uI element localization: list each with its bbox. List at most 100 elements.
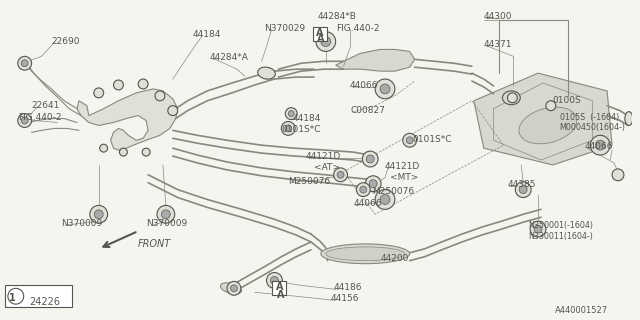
- Circle shape: [406, 137, 413, 144]
- Circle shape: [590, 135, 610, 155]
- Text: 44184: 44184: [292, 114, 321, 123]
- Circle shape: [285, 108, 297, 120]
- Circle shape: [157, 205, 175, 223]
- Text: <MT>: <MT>: [390, 173, 419, 182]
- Text: A440001527: A440001527: [555, 306, 608, 315]
- Circle shape: [365, 176, 381, 192]
- Circle shape: [366, 155, 374, 163]
- Text: A: A: [316, 28, 324, 38]
- Circle shape: [18, 114, 31, 127]
- Circle shape: [321, 36, 331, 46]
- Circle shape: [90, 205, 108, 223]
- Text: M250076: M250076: [288, 177, 330, 186]
- Circle shape: [369, 180, 377, 188]
- Text: 22690: 22690: [51, 36, 80, 45]
- FancyBboxPatch shape: [273, 281, 286, 295]
- Circle shape: [266, 273, 282, 288]
- Text: 1: 1: [8, 293, 15, 303]
- Circle shape: [360, 186, 367, 193]
- Text: 0100S: 0100S: [553, 96, 582, 105]
- Ellipse shape: [220, 283, 241, 294]
- Circle shape: [142, 148, 150, 156]
- Text: 44284*A: 44284*A: [209, 53, 248, 62]
- Text: N330011(1604-): N330011(1604-): [528, 232, 593, 241]
- Text: <AT>: <AT>: [314, 163, 340, 172]
- Text: M000450(1604-): M000450(1604-): [560, 124, 626, 132]
- Ellipse shape: [502, 91, 520, 105]
- Circle shape: [337, 171, 344, 178]
- Text: FIG.440-2: FIG.440-2: [18, 113, 61, 122]
- Text: A: A: [276, 290, 284, 300]
- Circle shape: [285, 125, 292, 132]
- Text: 44066: 44066: [353, 199, 382, 209]
- Text: 0101S*C: 0101S*C: [413, 135, 452, 144]
- Ellipse shape: [326, 247, 404, 261]
- Text: 0105S  (-1604): 0105S (-1604): [560, 113, 619, 122]
- Ellipse shape: [519, 107, 577, 144]
- Text: 44066: 44066: [349, 81, 378, 90]
- Ellipse shape: [625, 112, 633, 125]
- Text: C00827: C00827: [351, 106, 385, 115]
- Circle shape: [380, 84, 390, 94]
- Text: 44371: 44371: [484, 40, 512, 49]
- Circle shape: [534, 225, 542, 233]
- Ellipse shape: [258, 67, 275, 79]
- Circle shape: [403, 133, 417, 147]
- Text: N370009: N370009: [146, 219, 188, 228]
- Circle shape: [546, 101, 556, 111]
- Circle shape: [375, 79, 395, 99]
- Text: N370029: N370029: [264, 24, 306, 33]
- Circle shape: [515, 182, 531, 197]
- Text: 44385: 44385: [508, 180, 536, 189]
- Circle shape: [161, 210, 170, 219]
- Text: 44066: 44066: [584, 142, 613, 151]
- Text: 44300: 44300: [484, 12, 512, 21]
- Circle shape: [288, 111, 294, 116]
- FancyBboxPatch shape: [313, 27, 327, 41]
- Text: 44156: 44156: [331, 294, 359, 303]
- Polygon shape: [77, 89, 178, 150]
- Text: 22641: 22641: [31, 101, 60, 110]
- Text: FRONT: FRONT: [138, 239, 172, 249]
- Polygon shape: [335, 49, 415, 71]
- Circle shape: [8, 288, 24, 304]
- Text: N350001(-1604): N350001(-1604): [528, 221, 593, 230]
- Circle shape: [356, 183, 370, 196]
- Circle shape: [282, 122, 295, 135]
- Circle shape: [168, 106, 178, 116]
- Circle shape: [595, 140, 605, 150]
- Text: 44184: 44184: [193, 30, 221, 39]
- Circle shape: [94, 88, 104, 98]
- Circle shape: [155, 91, 165, 101]
- Circle shape: [333, 168, 348, 182]
- Circle shape: [227, 281, 241, 295]
- Circle shape: [375, 190, 395, 209]
- Circle shape: [530, 221, 546, 237]
- Circle shape: [316, 32, 335, 52]
- Text: FIG.440-2: FIG.440-2: [335, 24, 379, 33]
- Text: 44186: 44186: [333, 284, 362, 292]
- Text: 44121D: 44121D: [306, 152, 341, 161]
- Polygon shape: [474, 73, 612, 165]
- Text: 44200: 44200: [380, 254, 408, 263]
- Text: 44121D: 44121D: [385, 162, 420, 171]
- Circle shape: [508, 93, 517, 103]
- Text: N370009: N370009: [61, 219, 102, 228]
- Circle shape: [612, 169, 624, 181]
- Circle shape: [21, 117, 28, 124]
- Circle shape: [519, 186, 527, 194]
- Circle shape: [138, 79, 148, 89]
- Circle shape: [362, 151, 378, 167]
- Circle shape: [120, 148, 127, 156]
- Text: A: A: [317, 34, 324, 44]
- Circle shape: [18, 56, 31, 70]
- Circle shape: [94, 210, 103, 219]
- Circle shape: [230, 285, 237, 292]
- Text: M250076: M250076: [372, 187, 414, 196]
- Circle shape: [113, 80, 124, 90]
- Text: A: A: [276, 283, 283, 292]
- FancyBboxPatch shape: [5, 285, 72, 307]
- Circle shape: [380, 195, 390, 204]
- Ellipse shape: [321, 244, 410, 264]
- Circle shape: [271, 276, 278, 284]
